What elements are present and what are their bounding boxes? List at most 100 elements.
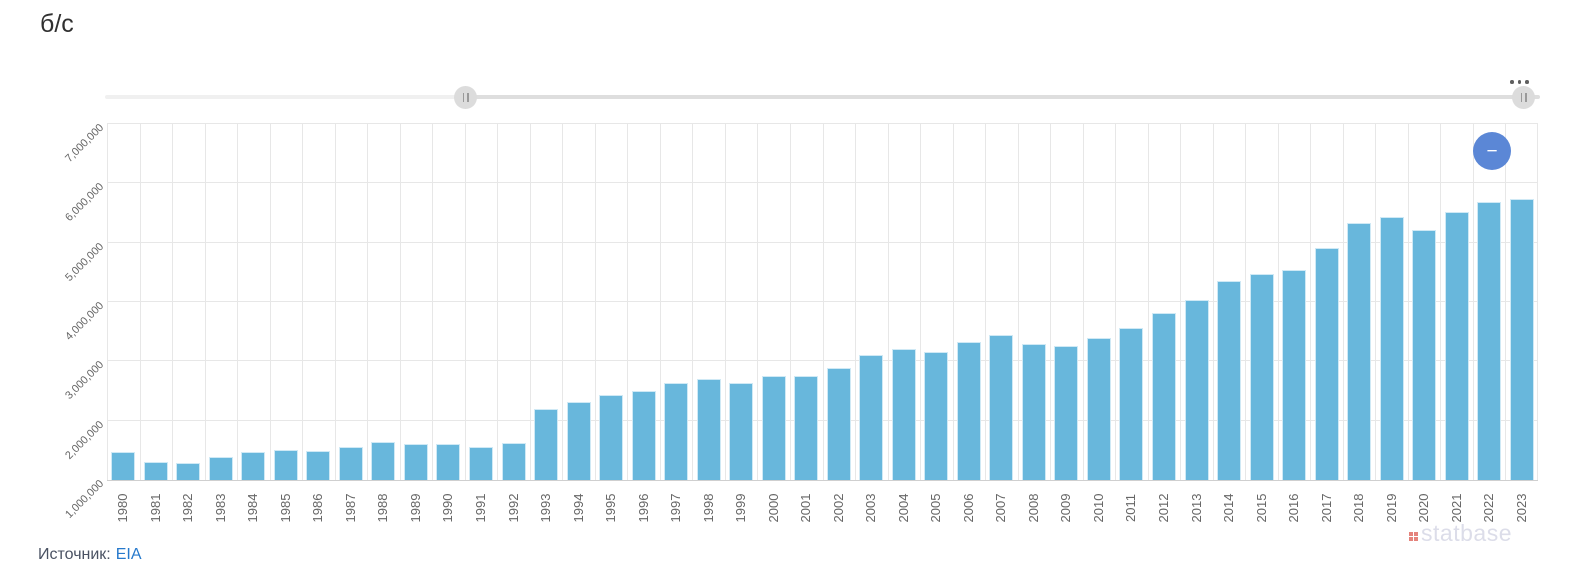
- x-axis-label: 1986: [310, 493, 326, 523]
- bar-2007[interactable]: [989, 335, 1014, 480]
- bar-2016[interactable]: [1282, 269, 1307, 480]
- context-menu-icon[interactable]: [1510, 80, 1529, 84]
- gridline-vertical: [1212, 124, 1214, 480]
- range-slider-left-handle[interactable]: [454, 86, 477, 109]
- gridline-horizontal: [107, 123, 1538, 124]
- bar-1995[interactable]: [599, 395, 624, 480]
- x-axis-label: 1988: [375, 493, 391, 523]
- gridline-vertical: [399, 124, 401, 480]
- bar-2023[interactable]: [1509, 199, 1534, 480]
- bar-1988[interactable]: [371, 442, 396, 480]
- bar-2019[interactable]: [1379, 216, 1404, 480]
- bar-2010[interactable]: [1086, 338, 1111, 480]
- bar-2000[interactable]: [761, 375, 786, 480]
- bar-1986[interactable]: [306, 450, 331, 480]
- bar-1987[interactable]: [338, 446, 363, 480]
- bar-1994[interactable]: [566, 401, 591, 480]
- zoom-out-button[interactable]: −: [1473, 132, 1511, 170]
- range-slider-right-handle[interactable]: [1512, 86, 1535, 109]
- x-axis-label: 2009: [1058, 493, 1074, 523]
- bar-2014[interactable]: [1217, 280, 1242, 480]
- bar-1985[interactable]: [273, 450, 298, 480]
- gridline-vertical: [464, 124, 466, 480]
- x-axis-label: 2016: [1286, 493, 1302, 523]
- bar-2005[interactable]: [924, 352, 949, 480]
- x-axis-label: 1983: [212, 493, 228, 523]
- bar-1983[interactable]: [208, 457, 233, 480]
- slider-track-selected[interactable]: [466, 95, 1540, 99]
- gridline-vertical: [1082, 124, 1084, 480]
- bar-1996[interactable]: [631, 391, 656, 480]
- bar-1990[interactable]: [436, 443, 461, 480]
- x-axis-label: 2019: [1383, 493, 1399, 523]
- bar-2002[interactable]: [826, 368, 851, 480]
- gridline-vertical: [789, 124, 791, 480]
- bar-1993[interactable]: [534, 408, 559, 480]
- gridline-vertical: [1310, 124, 1312, 480]
- bar-1992[interactable]: [501, 442, 526, 480]
- bar-2008[interactable]: [1021, 343, 1046, 480]
- gridline-vertical: [627, 124, 629, 480]
- y-axis-label: 6,000,000: [63, 181, 107, 225]
- bar-2021[interactable]: [1444, 212, 1469, 480]
- gridline-vertical: [1342, 124, 1344, 480]
- bar-2004[interactable]: [891, 349, 916, 480]
- bar-1980[interactable]: [111, 452, 136, 480]
- gridline-vertical: [529, 124, 531, 480]
- bar-2020[interactable]: [1412, 230, 1437, 480]
- bar-2001[interactable]: [794, 375, 819, 480]
- x-axis-label: 2017: [1318, 493, 1334, 523]
- gridline-vertical: [724, 124, 726, 480]
- x-axis-label: 1997: [668, 493, 684, 523]
- bar-1989[interactable]: [403, 444, 428, 480]
- x-axis-label: 2006: [960, 493, 976, 523]
- gridline-vertical: [822, 124, 824, 480]
- bar-2022[interactable]: [1477, 202, 1502, 480]
- y-axis-label: 3,000,000: [63, 359, 107, 403]
- bar-1982[interactable]: [176, 462, 201, 480]
- bar-1984[interactable]: [241, 452, 266, 480]
- y-axis-label: 2,000,000: [63, 418, 107, 462]
- bar-2011[interactable]: [1119, 328, 1144, 480]
- x-axis-label: 1999: [733, 493, 749, 523]
- gridline-vertical: [334, 124, 336, 480]
- gridline-vertical: [1407, 124, 1409, 480]
- gridline-vertical: [920, 124, 922, 480]
- bar-2012[interactable]: [1151, 313, 1176, 480]
- bar-2018[interactable]: [1347, 223, 1372, 480]
- source-link[interactable]: EIA: [115, 546, 142, 563]
- x-axis-label: 2013: [1188, 493, 1204, 523]
- bar-1999[interactable]: [729, 382, 754, 480]
- gridline-vertical: [757, 124, 759, 480]
- gridline-vertical: [562, 124, 564, 480]
- bar-1997[interactable]: [664, 383, 689, 480]
- bar-1998[interactable]: [696, 378, 721, 480]
- x-axis-label: 1993: [538, 493, 554, 523]
- x-axis-label: 1982: [180, 493, 196, 523]
- gridline-vertical: [172, 124, 174, 480]
- source-footer: Источник: EIA: [38, 546, 142, 564]
- gridline-vertical: [1017, 124, 1019, 480]
- x-axis-label: 1994: [570, 493, 586, 523]
- bar-1991[interactable]: [469, 446, 493, 480]
- x-axis-label: 2007: [993, 493, 1009, 523]
- bar-2013[interactable]: [1184, 300, 1209, 480]
- x-axis-label: 1990: [440, 493, 456, 523]
- gridline-vertical: [269, 124, 271, 480]
- bar-2015[interactable]: [1249, 274, 1274, 480]
- gridline-vertical: [855, 124, 857, 480]
- gridline-vertical: [1277, 124, 1279, 480]
- bar-1981[interactable]: [143, 461, 168, 480]
- y-axis-label: 1,000,000: [63, 477, 107, 521]
- bar-2006[interactable]: [956, 341, 981, 480]
- gridline-vertical: [1505, 124, 1507, 480]
- gridline-vertical: [237, 124, 239, 480]
- gridline-vertical: [367, 124, 369, 480]
- x-axis-label: 2015: [1253, 493, 1269, 523]
- bar-2009[interactable]: [1054, 345, 1079, 480]
- bar-2003[interactable]: [859, 354, 884, 480]
- x-axis-label: 2008: [1025, 493, 1041, 523]
- x-axis-label: 2004: [895, 493, 911, 523]
- bar-2017[interactable]: [1314, 248, 1339, 480]
- slider-track-unselected[interactable]: [105, 95, 466, 99]
